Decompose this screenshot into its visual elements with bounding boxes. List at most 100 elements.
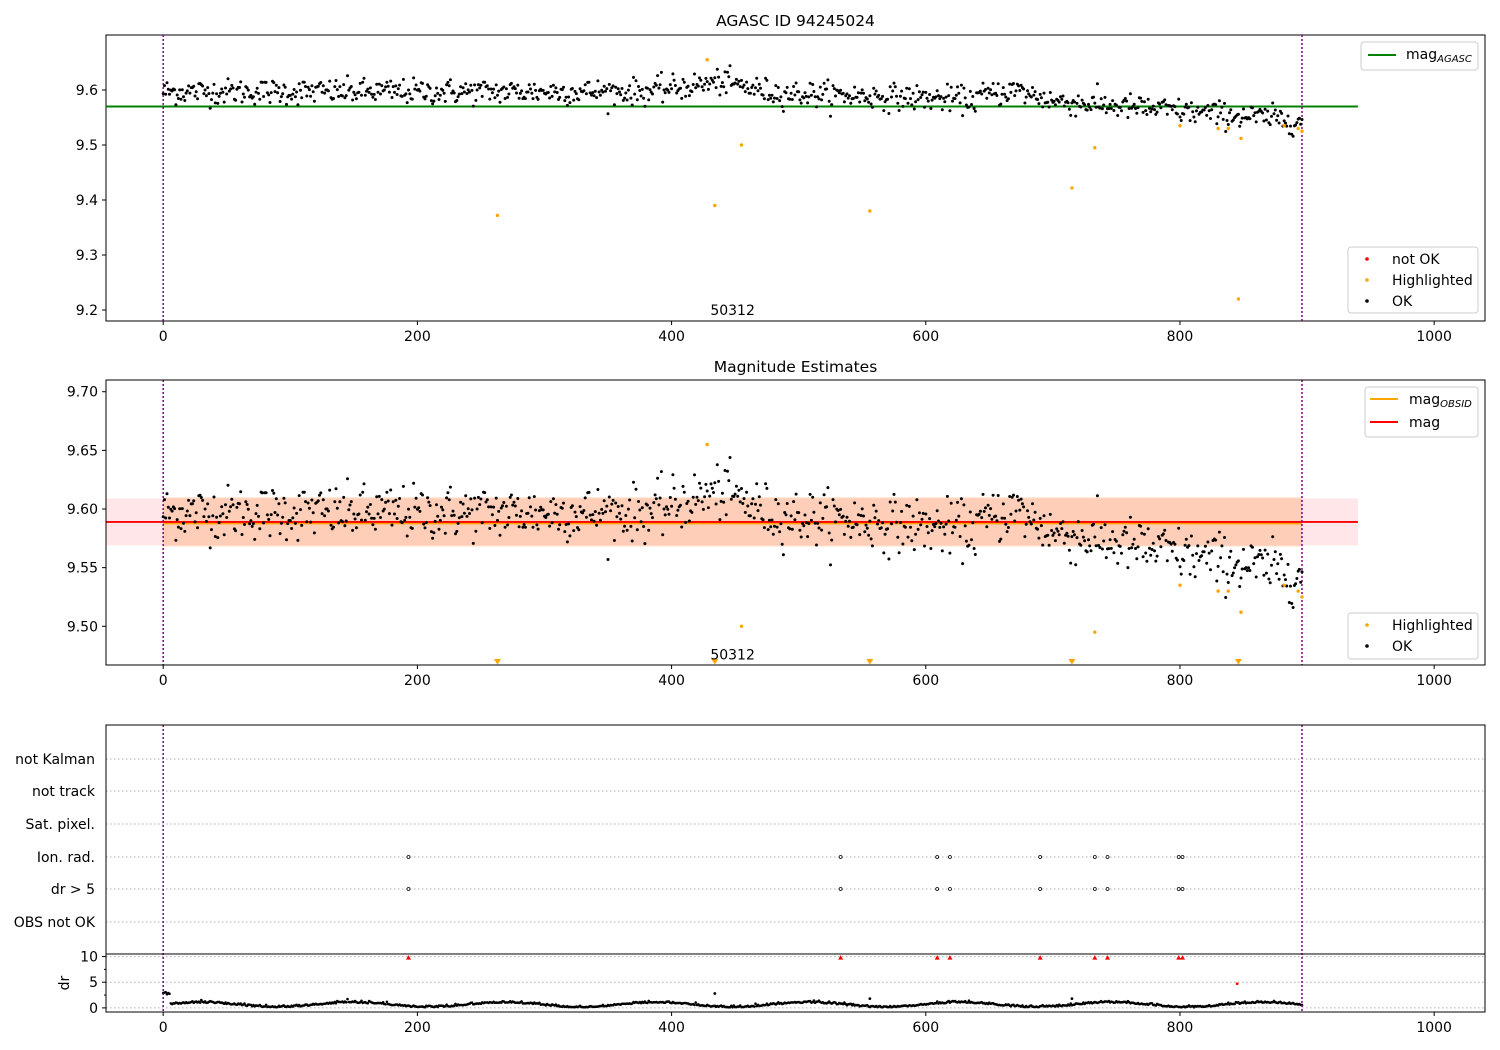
ok-point: [848, 519, 851, 523]
ok-point: [1135, 111, 1139, 115]
ok-point: [163, 498, 166, 502]
ok-point: [1053, 539, 1057, 543]
ok-point: [217, 94, 221, 98]
dr-point: [935, 1000, 939, 1003]
ok-point: [529, 87, 532, 91]
ok-point: [268, 534, 272, 538]
ok-point: [917, 511, 921, 515]
ok-point: [1037, 102, 1041, 106]
ok-point: [1069, 561, 1073, 565]
ok-point: [522, 523, 526, 526]
ok-point: [750, 86, 754, 89]
ok-point: [958, 101, 962, 105]
ok-point: [953, 525, 957, 529]
ok-point: [1120, 109, 1123, 113]
ok-point: [1019, 83, 1023, 87]
dr-point: [538, 1001, 541, 1005]
ok-point: [1153, 549, 1156, 553]
ok-point: [831, 84, 835, 88]
ok-point: [1060, 527, 1064, 531]
dr-point: [198, 1001, 202, 1004]
ok-point: [968, 89, 972, 93]
ok-point: [255, 86, 259, 90]
ok-point: [1177, 526, 1181, 530]
ok-point: [934, 95, 938, 99]
ok-point: [218, 91, 222, 95]
ok-point: [1130, 546, 1134, 550]
ok-point: [990, 517, 994, 521]
ok-point: [980, 516, 984, 520]
ok-point: [964, 103, 968, 107]
ok-point: [696, 499, 700, 503]
ok-point: [1017, 84, 1021, 88]
ok-point: [973, 553, 977, 556]
ok-point: [1289, 124, 1292, 128]
ok-point: [475, 507, 479, 511]
ok-point: [279, 95, 283, 99]
ok-point: [890, 95, 893, 99]
ok-point: [998, 539, 1001, 543]
flag-label: not Kalman: [15, 752, 95, 768]
ok-point: [469, 497, 473, 501]
ok-point: [283, 501, 287, 505]
ok-point: [1188, 572, 1192, 576]
ok-point: [820, 98, 824, 102]
ok-point: [507, 516, 511, 519]
ok-point: [925, 525, 929, 528]
y-tick-label: 9.50: [67, 619, 98, 635]
ok-point: [826, 486, 830, 490]
ok-point: [1192, 115, 1196, 119]
ok-point: [754, 86, 757, 90]
ok-point: [784, 91, 788, 95]
ok-point: [687, 519, 691, 523]
ok-point: [851, 97, 855, 100]
ok-point: [624, 91, 628, 95]
ok-point: [605, 87, 609, 91]
ok-point: [1197, 559, 1201, 562]
ok-point: [426, 496, 430, 500]
ok-point: [604, 89, 607, 93]
dr-point: [693, 1003, 696, 1007]
ok-point: [564, 523, 568, 526]
ok-point: [590, 93, 593, 97]
ok-point: [414, 83, 418, 87]
ok-point: [818, 501, 822, 505]
y-tick-label: 9.2: [76, 303, 98, 319]
highlighted-point: [1300, 595, 1304, 599]
ok-point: [272, 491, 276, 495]
ok-point: [619, 93, 623, 97]
x-tick-label: 1000: [1416, 1020, 1452, 1036]
ok-point: [509, 81, 513, 85]
ok-point: [1268, 581, 1272, 585]
flag-point: [838, 887, 843, 891]
ok-point: [1295, 577, 1299, 580]
ok-point: [675, 514, 679, 517]
ok-point: [734, 77, 738, 81]
ok-point: [693, 473, 696, 477]
ok-point: [1051, 533, 1055, 537]
ok-point: [1087, 538, 1090, 542]
ok-point: [283, 85, 287, 89]
ok-point: [834, 520, 837, 524]
ok-point: [887, 557, 891, 561]
ok-point: [1252, 562, 1256, 566]
ok-point: [924, 90, 928, 94]
ok-point: [1102, 539, 1106, 543]
ok-point: [820, 528, 824, 532]
ok-point: [1245, 569, 1249, 573]
ok-point: [319, 81, 323, 84]
ok-point: [620, 87, 624, 90]
ok-point: [302, 80, 306, 84]
ok-point: [1272, 112, 1276, 116]
ok-point: [583, 496, 587, 500]
ok-point: [591, 91, 595, 95]
ok-point: [881, 94, 885, 98]
ok-point: [797, 90, 801, 94]
ok-point: [956, 500, 959, 504]
ok-point: [859, 514, 863, 517]
ok-point: [940, 108, 944, 112]
ok-point: [682, 490, 686, 494]
y-tick-label: 9.65: [67, 443, 98, 459]
ok-point: [230, 497, 234, 501]
